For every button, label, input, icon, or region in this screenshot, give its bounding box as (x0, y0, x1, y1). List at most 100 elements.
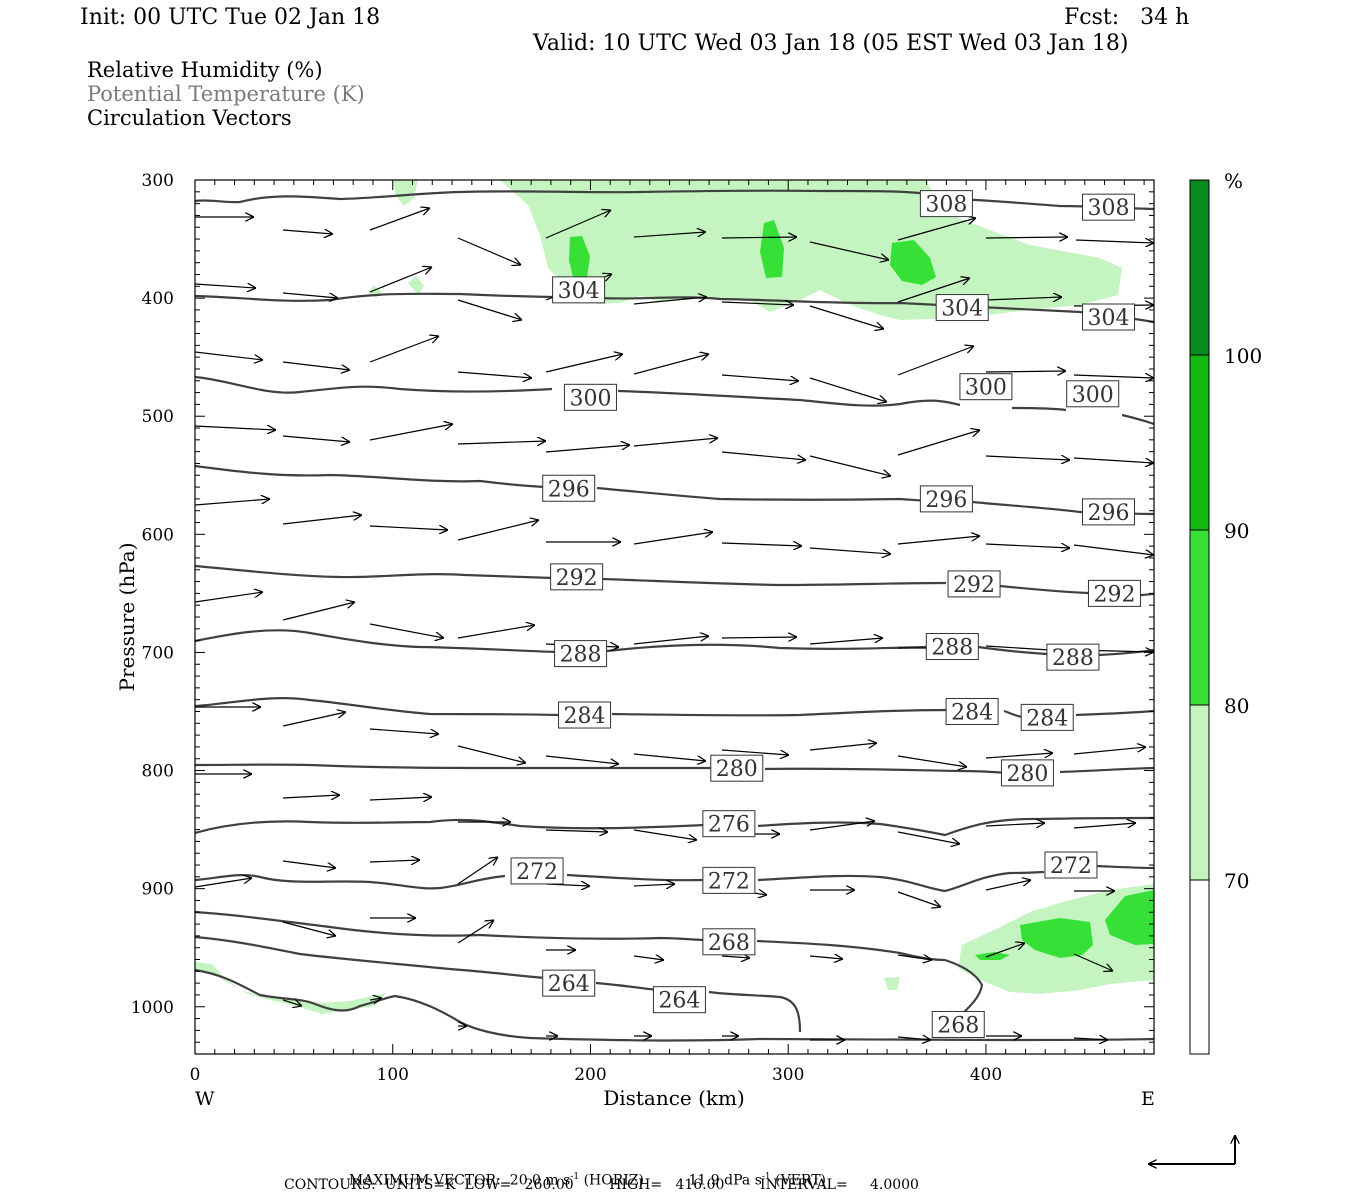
circulation-vector (809, 638, 883, 645)
y-tick-label: 900 (142, 880, 174, 900)
theta-contour (195, 564, 1154, 597)
contour-label-box (563, 383, 617, 411)
contour-label: 284 (1026, 706, 1068, 731)
theta-contour (195, 864, 1154, 893)
circulation-vector (457, 920, 494, 944)
contour-label: 280 (716, 757, 758, 782)
contour-label-box (652, 986, 706, 1014)
contour-label-box (542, 969, 596, 997)
circulation-vector (633, 829, 697, 840)
contour-label: 304 (1088, 306, 1130, 331)
colorbar-segment (1189, 179, 1210, 356)
rh-80-region-d (1020, 918, 1093, 958)
circulation-vectors (194, 208, 1154, 1040)
contour-label: 292 (556, 566, 598, 591)
circulation-vector (457, 237, 521, 265)
circulation-vector (457, 441, 546, 444)
rh-70-region-small-c (408, 276, 424, 295)
circulation-vector (457, 745, 526, 763)
circulation-vector (985, 371, 1066, 372)
legend-potential-temperature: Potential Temperature (K) (87, 82, 365, 106)
circulation-vector (897, 218, 976, 241)
x-tick-label: 200 (574, 1065, 606, 1085)
circulation-vector (282, 795, 340, 798)
colorbar-segment (1189, 879, 1210, 1055)
contour-label-box (542, 474, 596, 502)
circulation-vector (1073, 953, 1113, 971)
contour-label: 300 (569, 386, 611, 411)
circulation-vector (721, 637, 797, 638)
theta-contour (195, 697, 1154, 719)
x-axis-west-label: W (195, 1088, 215, 1110)
circulation-vector (1073, 544, 1154, 555)
circulation-vector (457, 857, 498, 885)
circulation-vector (194, 878, 252, 888)
theta-contour (195, 629, 1154, 657)
contour-label: 304 (558, 279, 600, 304)
circulation-vector (282, 292, 338, 298)
init-time: Init: 00 UTC Tue 02 Jan 18 (80, 5, 381, 30)
circulation-vector (545, 830, 608, 832)
circulation-vector (369, 424, 453, 441)
contour-label: 308 (1088, 196, 1130, 221)
circulation-vector (545, 354, 623, 373)
axes: 300 400 500 600 700 800 900 1000 0 100 200 300 400 (131, 171, 1154, 1085)
circulation-vector (369, 336, 439, 363)
x-axis-east-label: E (1141, 1088, 1155, 1110)
contour-label: 264 (658, 989, 700, 1014)
rh-80-region-f (975, 952, 1010, 960)
circulation-vector (985, 297, 1062, 300)
y-tick-label: 700 (142, 643, 174, 663)
circulation-vector (457, 520, 539, 541)
contour-label-box (1044, 851, 1098, 879)
circulation-vector (809, 743, 877, 751)
circulation-vector (897, 955, 932, 960)
circulation-vector (985, 880, 1031, 891)
contour-label: 296 (548, 477, 590, 502)
circulation-vector (194, 351, 263, 360)
contour-label-box (1066, 380, 1120, 408)
y-tick-label: 1000 (131, 998, 174, 1018)
contour-label: 288 (931, 636, 973, 661)
contour-label: 276 (708, 813, 750, 838)
circulation-vector (457, 299, 522, 320)
circulation-vector (985, 544, 1070, 548)
y-tick-label: 400 (142, 289, 174, 309)
circulation-vector (633, 956, 664, 960)
contour-label: 296 (925, 488, 967, 513)
circulation-vector (457, 371, 532, 378)
contour-label-box (558, 701, 612, 729)
circulation-vector (897, 430, 980, 456)
contour-label: 264 (548, 972, 590, 997)
contour-label: 296 (1088, 501, 1130, 526)
legend-circulation-vectors: Circulation Vectors (87, 106, 292, 130)
rh-shading (195, 180, 1154, 1014)
contour-label-box (510, 857, 564, 885)
circulation-vector (282, 712, 346, 727)
colorbar-level-label: 70 (1224, 869, 1249, 893)
max-vector-caption: MAXIMUM VECTOR: 20.0 m s-1 (HORIZ) 11.9 … (340, 1159, 826, 1188)
contour-label-box (1087, 579, 1141, 607)
contour-label: 292 (953, 573, 995, 598)
circulation-vector (369, 267, 432, 293)
circulation-vector (985, 823, 1045, 826)
y-tick-label: 600 (142, 525, 174, 545)
horiz-exponent: -1 (570, 1172, 580, 1182)
circulation-vector (633, 232, 706, 238)
rh-70-region-small-a (393, 180, 418, 206)
contour-label: 268 (937, 1013, 979, 1038)
contour-label-box (959, 373, 1013, 401)
circulation-vector (1073, 375, 1154, 378)
x-tick-label: 100 (377, 1065, 409, 1085)
circulation-vector (985, 753, 1053, 759)
circulation-vector (985, 456, 1070, 460)
x-tick-label: 400 (970, 1065, 1002, 1085)
circulation-vector (282, 435, 350, 442)
circulation-vector (721, 956, 750, 958)
circulation-vector (809, 241, 889, 260)
contour-label-box (945, 697, 999, 725)
contour-label-box (550, 563, 604, 591)
theta-contour (195, 375, 1154, 426)
contour-label-box (554, 640, 608, 668)
